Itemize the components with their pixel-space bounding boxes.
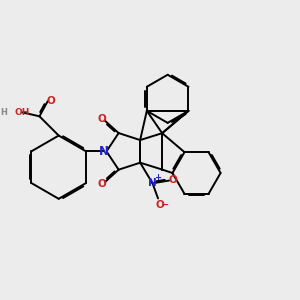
Text: N: N — [99, 145, 109, 158]
Text: −: − — [161, 200, 169, 210]
Text: OH: OH — [15, 108, 30, 117]
Text: O: O — [46, 95, 55, 106]
Text: N: N — [148, 178, 157, 188]
Text: +: + — [154, 172, 161, 182]
Text: H: H — [0, 108, 7, 117]
Text: O: O — [169, 175, 178, 185]
Text: O: O — [98, 114, 106, 124]
Text: O: O — [155, 200, 164, 210]
Text: O: O — [98, 179, 106, 189]
